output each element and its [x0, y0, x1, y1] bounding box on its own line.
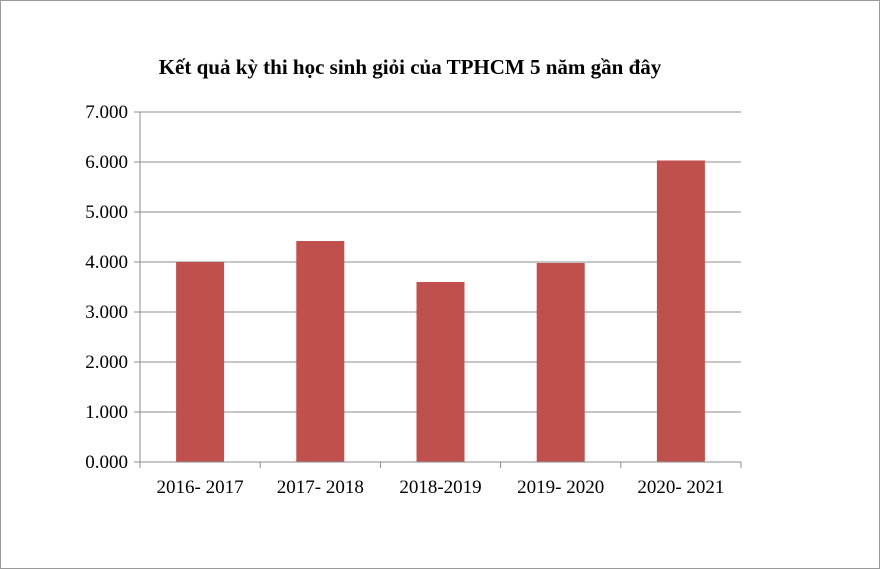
x-tick-label: 2019- 2020 [517, 477, 604, 498]
bar [656, 160, 705, 462]
bar [536, 263, 585, 462]
y-axis-ticks: 0.000 1.000 2.000 3.000 4.000 5.000 6.000 7.000 [85, 102, 140, 473]
y-tick-label: 2.000 [85, 352, 128, 373]
y-tick-label: 5.000 [85, 202, 128, 223]
y-tick-label: 3.000 [85, 302, 128, 323]
y-tick-label: 4.000 [85, 252, 128, 273]
x-tick-label: 2018-2019 [399, 477, 481, 498]
x-tick-label: 2020- 2021 [637, 477, 724, 498]
chart-title: Kết quả kỳ thi học sinh giỏi của TPHCM 5… [159, 55, 662, 79]
bar [296, 241, 345, 462]
y-tick-label: 1.000 [85, 402, 128, 423]
axes [139, 112, 741, 463]
bars [176, 160, 705, 462]
bar [176, 262, 225, 462]
y-tick-label: 6.000 [85, 152, 128, 173]
x-axis-ticks: 2016- 2017 2017- 2018 2018-2019 2019- 2020 2… [139, 462, 742, 498]
x-tick-label: 2017- 2018 [277, 477, 364, 498]
bar [416, 282, 465, 462]
y-tick-label: 7.000 [85, 102, 128, 123]
y-tick-label: 0.000 [85, 452, 128, 473]
gridlines [140, 111, 741, 413]
x-tick-label: 2016- 2017 [157, 477, 244, 498]
